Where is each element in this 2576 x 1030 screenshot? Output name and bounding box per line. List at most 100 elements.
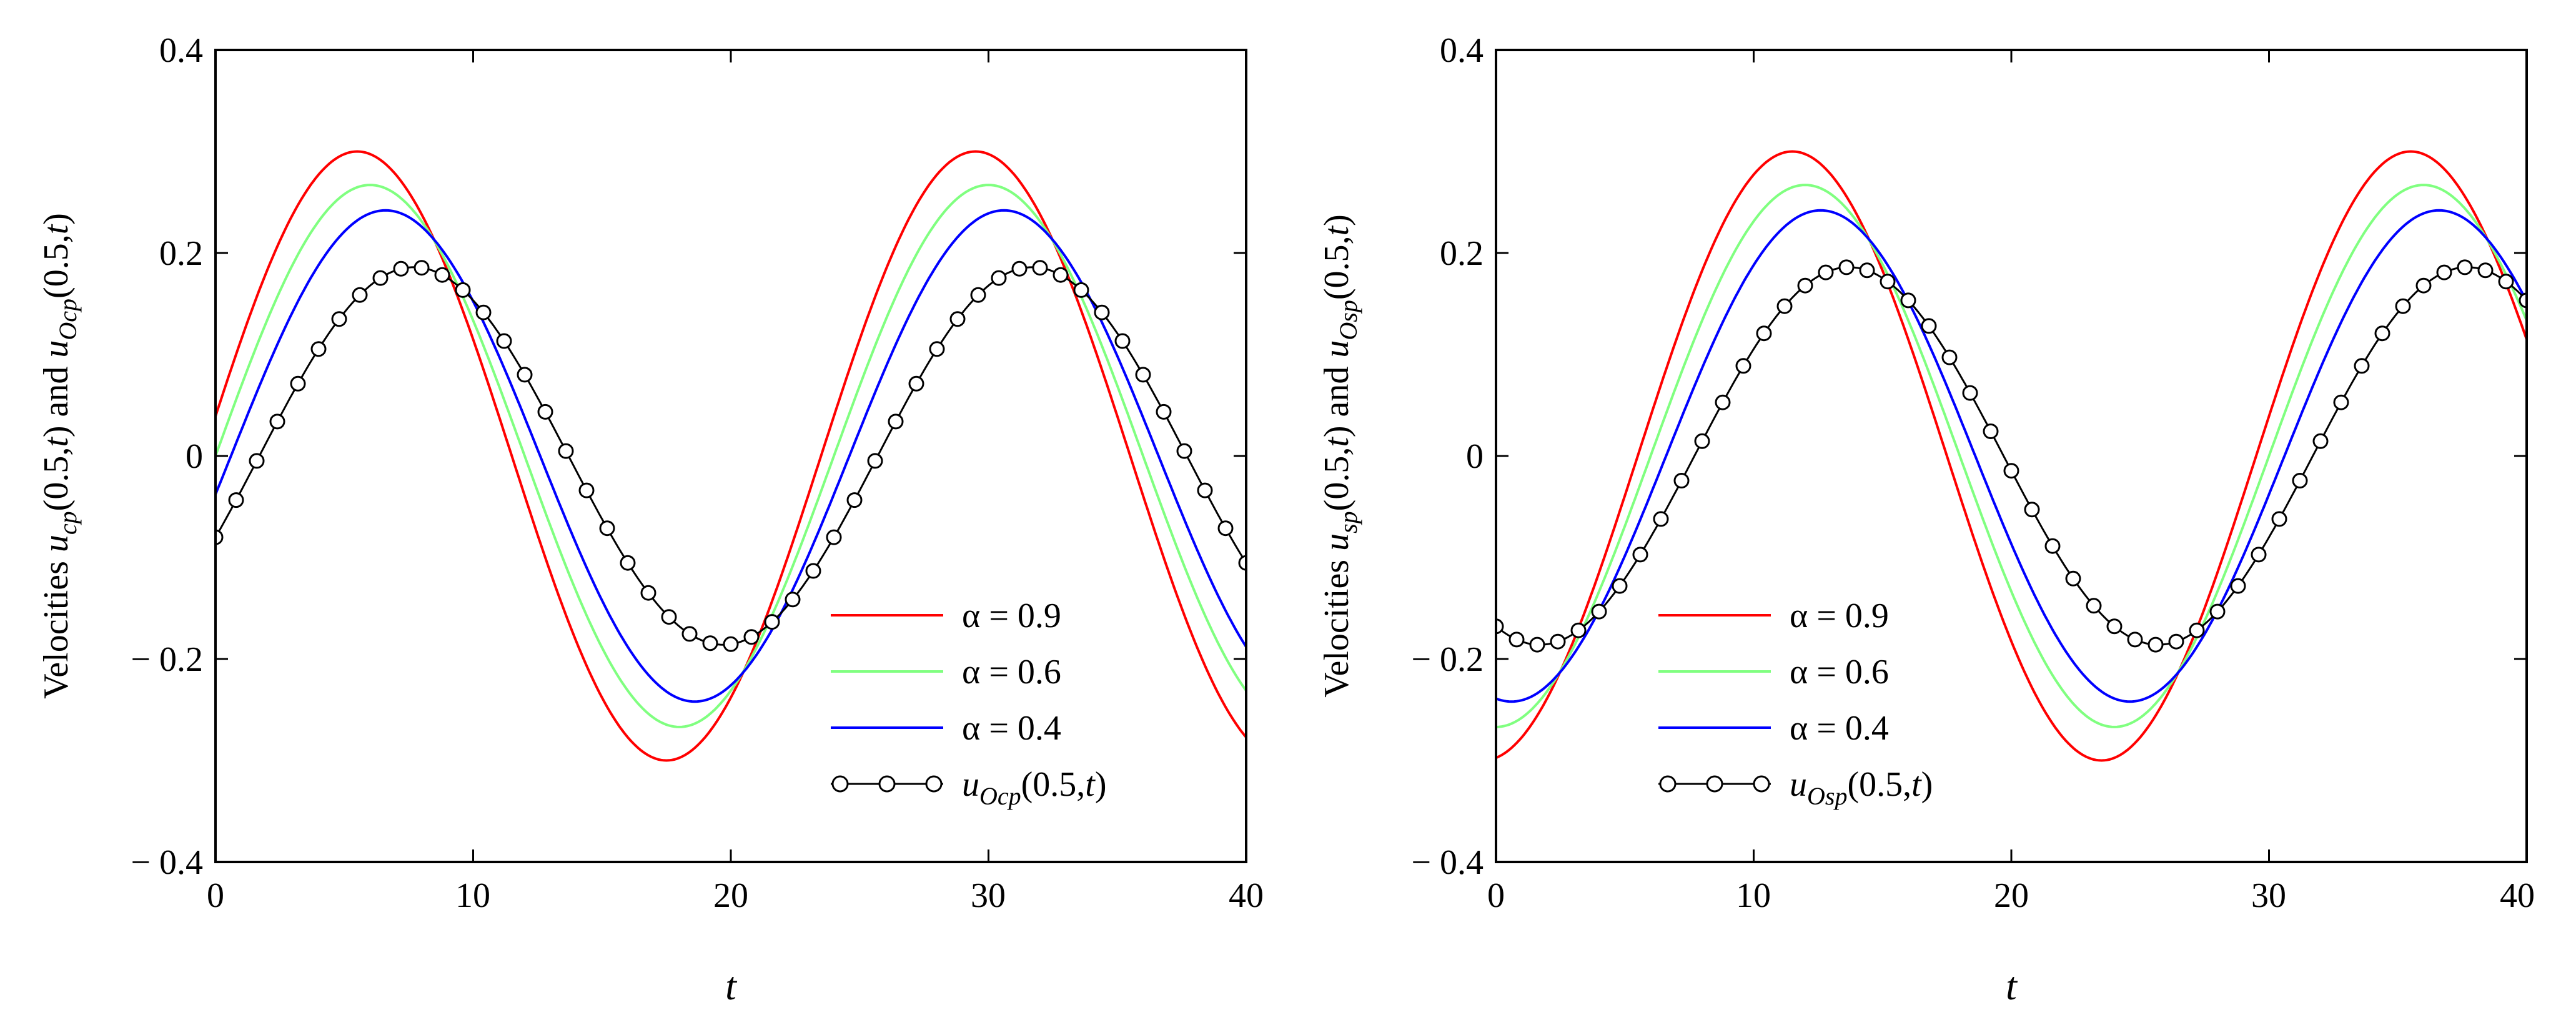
plot-frame [214,49,1247,863]
data-point [434,267,450,283]
data-point [949,311,966,327]
data-point [2457,259,2473,275]
data-point [620,555,636,571]
data-point [2106,618,2123,635]
y-tick-label: 0.4 [1440,31,1484,70]
series-layer [215,150,1246,762]
y-tick-label: − 0.4 [131,843,203,882]
data-point [2415,277,2432,294]
data-point [846,492,863,508]
y-tick-label: − 0.2 [1411,640,1484,679]
data-point [517,367,533,383]
y-tick-labels: 0.4 0.2 0 − 0.2 − 0.4 [131,31,203,882]
data-point [681,626,698,642]
data-point [1797,277,1813,294]
data-point [2436,264,2452,280]
data-point [888,413,904,430]
data-point [1073,282,1089,298]
data-point [1983,423,1999,439]
data-point [1632,547,1648,563]
y-tick-label: − 0.4 [1411,843,1484,882]
data-point [1818,264,1834,280]
x-tick-label: 30 [971,876,1006,915]
data-point [496,333,512,349]
data-point [1197,482,1213,498]
data-point [1859,262,1875,279]
data-point [2024,502,2040,518]
y-tick-label: 0.4 [159,31,203,70]
series-line-2 [1496,209,2527,703]
data-point [1735,358,1751,374]
x-tick-label: 0 [1487,876,1505,915]
x-tick-label: 40 [1229,876,1264,915]
data-point [249,453,265,469]
x-axis-label: t [2006,964,2018,1008]
data-point [1114,333,1131,349]
data-point [1094,304,1110,320]
y-axis-label: Velocities ucp(0.5,t) and uOcp(0.5,t) [37,213,82,699]
data-point [1508,631,1525,648]
data-point [764,614,780,630]
legend-label-alpha-0.9: α = 0.9 [962,597,1061,635]
data-point [1921,318,1937,334]
x-tick-label: 30 [2251,876,2286,915]
series-layer [1496,150,2527,762]
data-point [2003,463,2019,479]
data-point [331,311,347,327]
x-axis-label: t [725,964,738,1008]
data-point [537,404,553,420]
data-point [1900,292,1916,309]
data-point [578,482,595,498]
data-point [2127,631,2143,648]
data-point [1591,603,1607,620]
x-tick-label: 20 [1994,876,2029,915]
data-point [1653,511,1669,527]
tick-marks [1495,49,2528,863]
data-point [991,270,1007,286]
x-tick-label: 10 [455,876,490,915]
data-point [1217,520,1234,537]
data-point [2292,473,2308,488]
data-point [215,529,224,545]
x-tick-label: 20 [713,876,748,915]
series-line-2 [215,209,1246,703]
data-point [1962,385,1978,401]
data-point [1694,433,1710,449]
chart-panel-left: 0.4 0.2 0 − 0.2 − 0.4 0 10 20 30 40 t Ve… [37,31,1264,1008]
data-point [1880,274,1896,290]
x-tick-labels: 0 10 20 30 40 [1487,876,2535,915]
legend-label-alpha-0.9: α = 0.9 [1790,597,1889,635]
x-tick-label: 40 [2500,876,2535,915]
data-point [228,492,244,508]
data-point [743,629,760,645]
data-point [2209,603,2226,620]
data-point [1176,443,1192,459]
y-tick-label: − 0.2 [131,640,203,679]
data-point [2333,394,2349,410]
data-point [1776,298,1793,314]
y-tick-label: 0.2 [159,234,203,273]
data-point [1838,259,1855,275]
data-point [269,413,285,430]
data-point [1941,349,1958,365]
data-point [1570,622,1587,638]
x-tick-label: 10 [1736,876,1771,915]
data-point [2044,538,2061,554]
data-point [599,520,615,537]
legend-label-alpha-0.6: α = 0.6 [1790,653,1889,691]
data-point [2251,547,2267,563]
data-point [1238,555,1246,571]
legend-label-alpha-0.4: α = 0.4 [962,709,1061,748]
series-line-1 [215,184,1246,728]
data-point [290,375,306,392]
legend: α = 0.9 α = 0.6 α = 0.4 uOsp(0.5,t) [1658,597,1933,810]
data-point [475,304,492,320]
data-point [310,341,327,357]
data-point [2498,274,2514,290]
series-line-3 [215,266,1246,646]
y-tick-label: 0 [186,437,203,476]
data-point [908,375,924,392]
data-point [372,270,389,286]
legend-swatch-u-Ocp [831,775,943,793]
